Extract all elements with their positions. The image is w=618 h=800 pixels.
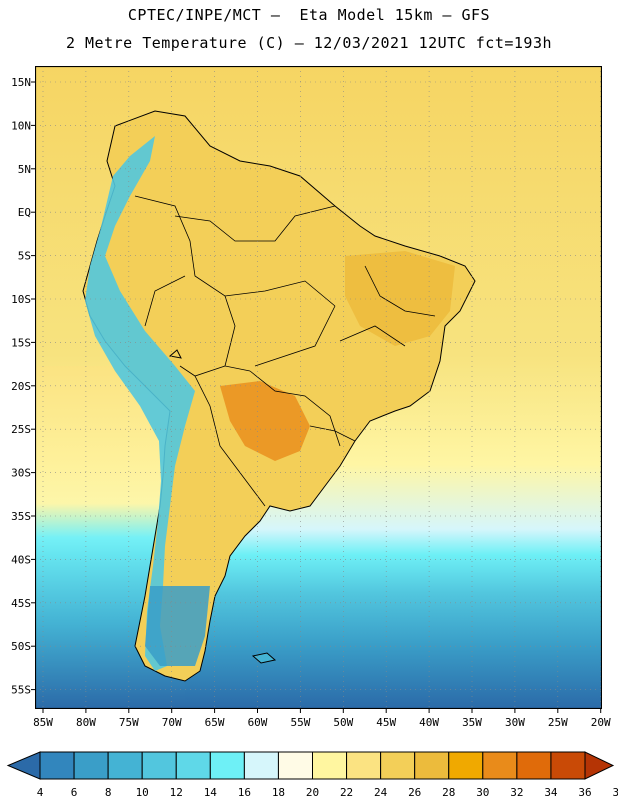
andes-cold-band	[85, 136, 195, 671]
lon-label: 80W	[76, 716, 96, 729]
map-canvas	[34, 65, 603, 710]
colorbar-segment	[277, 751, 313, 780]
lat-label: 35S	[11, 510, 31, 523]
colorbar-segment	[312, 751, 348, 780]
lake-titicaca	[168, 349, 182, 359]
colorbar-segment	[346, 751, 382, 780]
colorbar-segment	[141, 751, 177, 780]
hot-zone-parana	[220, 381, 310, 461]
lon-label: 70W	[162, 716, 182, 729]
lat-label: 45S	[11, 597, 31, 610]
lat-label: 25S	[11, 423, 31, 436]
colorbar-label: 30	[476, 786, 489, 799]
colorbar-segment	[73, 751, 109, 780]
colorbar-label: 26	[408, 786, 421, 799]
lat-label: 20S	[11, 380, 31, 393]
lon-label: 40W	[419, 716, 439, 729]
colorbar-high-arrow	[584, 751, 615, 780]
map-subtitle: 2 Metre Temperature (C) – 12/03/2021 12U…	[65, 34, 553, 52]
lon-label: 65W	[205, 716, 225, 729]
colorbar-segment	[175, 751, 211, 780]
colorbar-label: 4	[37, 786, 44, 799]
lon-label: 60W	[248, 716, 268, 729]
colorbar-segment	[516, 751, 552, 780]
colorbar-segment	[414, 751, 450, 780]
temperature-map[interactable]	[34, 65, 603, 710]
colorbar-label: 22	[340, 786, 353, 799]
colorbar-label: 32	[510, 786, 523, 799]
colorbar-label: 10	[136, 786, 149, 799]
colorbar-label: 6	[71, 786, 78, 799]
lat-label: EQ	[18, 206, 31, 219]
colorbar-label: 38	[612, 786, 618, 799]
colorbar-segment	[107, 751, 143, 780]
lon-label: 85W	[33, 716, 53, 729]
map-title: CPTEC/INPE/MCT – Eta Model 15km – GFS	[127, 6, 491, 24]
colorbar-low-arrow	[6, 751, 41, 780]
colorbar-segment	[209, 751, 245, 780]
lat-label: 10N	[11, 119, 31, 132]
hot-zone-northeast	[345, 251, 455, 346]
lon-label: 30W	[505, 716, 525, 729]
lat-label: 15S	[11, 336, 31, 349]
colorbar-label: 18	[272, 786, 285, 799]
lat-label: 30S	[11, 467, 31, 480]
lat-label: 10S	[11, 293, 31, 306]
lon-label: 35W	[462, 716, 482, 729]
colorbar-label: 36	[578, 786, 591, 799]
colorbar-label: 34	[544, 786, 558, 799]
lat-label: 5N	[18, 163, 31, 176]
lon-label: 45W	[376, 716, 396, 729]
lon-label: 25W	[548, 716, 568, 729]
lat-label: 5S	[18, 250, 31, 263]
map-frame	[34, 65, 603, 710]
country-borders	[134, 195, 436, 507]
colorbar-label: 20	[306, 786, 319, 799]
falkland-islands	[251, 652, 277, 664]
colorbar-label: 24	[374, 786, 388, 799]
colorbar-segment	[482, 751, 518, 780]
lon-label: 20W	[591, 716, 611, 729]
colorbar-label: 28	[442, 786, 455, 799]
colorbar-segment	[380, 751, 416, 780]
graticule	[35, 66, 602, 709]
lon-label: 55W	[290, 716, 310, 729]
colorbar-label: 12	[170, 786, 183, 799]
patagonia-cold	[145, 586, 210, 666]
lat-label: 55S	[11, 684, 31, 697]
lon-label: 50W	[333, 716, 353, 729]
lat-label: 50S	[11, 640, 31, 653]
colorbar-segment	[39, 751, 75, 780]
lon-label: 75W	[119, 716, 139, 729]
colorbar-label: 8	[105, 786, 112, 799]
colorbar-label: 16	[238, 786, 251, 799]
lat-label: 40S	[11, 553, 31, 566]
colorbar-label: 14	[204, 786, 218, 799]
colorbar-segment	[550, 751, 586, 780]
colorbar-segment	[448, 751, 484, 780]
lat-label: 15N	[11, 76, 31, 89]
colorbar-segment	[243, 751, 279, 780]
